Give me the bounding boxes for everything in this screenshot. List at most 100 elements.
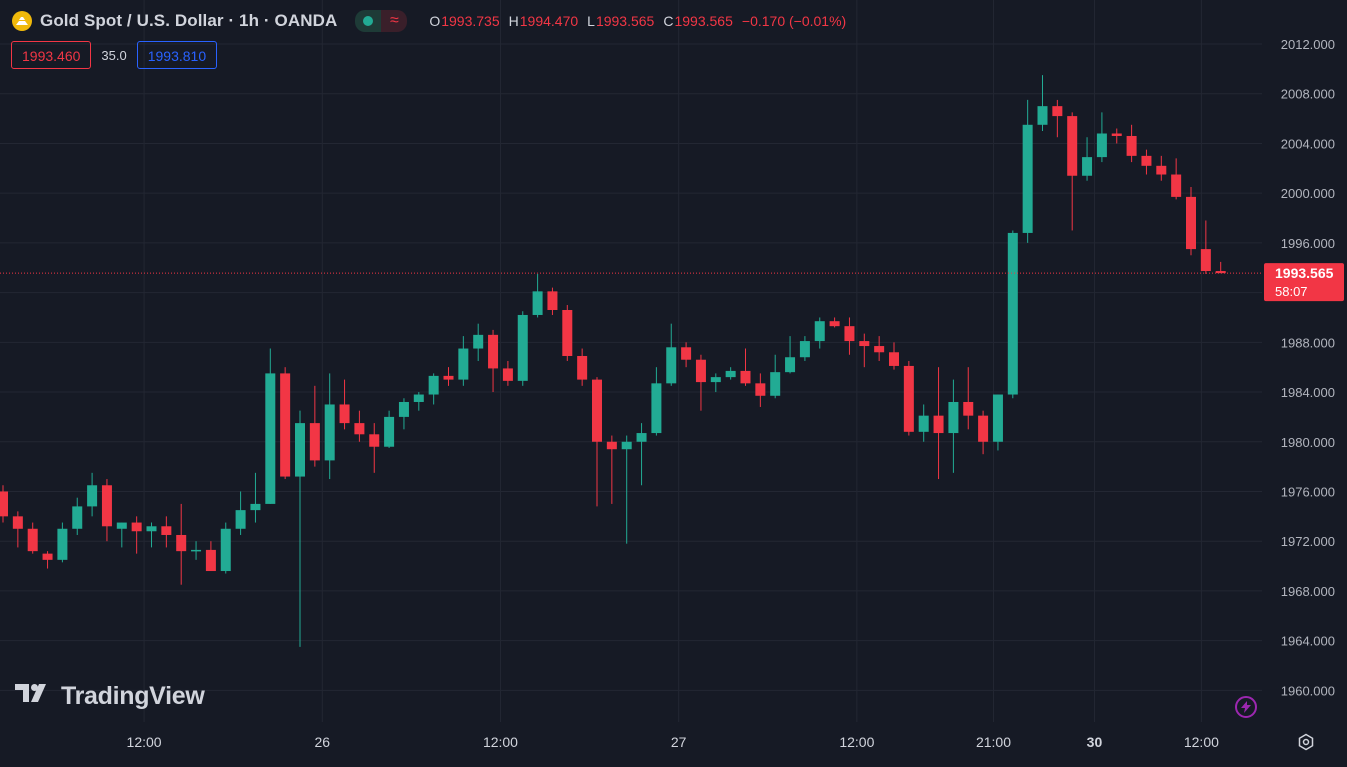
candle: [1052, 99, 1063, 138]
candle-body: [785, 357, 796, 373]
candle: [295, 410, 305, 647]
candle: [27, 522, 38, 554]
candle: [577, 348, 588, 386]
buy-button[interactable]: 1993.810: [136, 41, 218, 69]
candle: [799, 336, 810, 361]
axes: 1960.000 1964.000 1968.000 1972.000 1976.000…: [0, 37, 1344, 750]
candle-body: [101, 485, 112, 527]
candle-body: [859, 341, 870, 347]
candle: [874, 336, 885, 361]
candle: [829, 317, 840, 328]
candle: [992, 394, 1003, 451]
candle: [1200, 220, 1211, 274]
candle-body: [695, 359, 706, 383]
candle: [42, 551, 53, 569]
candle: [250, 472, 261, 523]
market-status[interactable]: ≈: [355, 10, 408, 32]
lightning-icon[interactable]: [1235, 696, 1257, 718]
candle-body: [814, 321, 825, 342]
candle-body: [666, 347, 677, 384]
candle: [636, 423, 647, 486]
candle-body: [577, 355, 588, 380]
candle: [458, 336, 469, 386]
candle-body: [1186, 196, 1196, 250]
sell-button[interactable]: 1993.460: [11, 41, 92, 69]
gold-coin-icon[interactable]: [12, 11, 32, 31]
candle: [1096, 112, 1107, 163]
candle: [1156, 155, 1167, 181]
tradingview-watermark[interactable]: TradingView: [15, 682, 205, 711]
candle-body: [1215, 271, 1226, 274]
candle-body: [1082, 157, 1093, 176]
candle-body: [621, 441, 632, 450]
candle: [621, 435, 632, 544]
candle: [592, 377, 602, 507]
candle: [369, 423, 380, 473]
candle: [413, 392, 424, 411]
x-tick-label: 27: [671, 734, 687, 750]
candle: [903, 360, 914, 436]
wave-icon: ≈: [381, 10, 408, 32]
y-tick-label: 1960.000: [1281, 683, 1335, 698]
symbol-title[interactable]: Gold Spot / U.S. Dollar · 1h · OANDA: [40, 11, 338, 30]
candle: [740, 348, 751, 386]
candle-body: [918, 415, 929, 432]
candle-body: [191, 549, 202, 552]
last-price-label: [1264, 263, 1344, 302]
candle: [116, 522, 127, 548]
candle-body: [57, 528, 68, 560]
candle: [101, 479, 112, 542]
candle-body: [295, 423, 305, 477]
last-price-value: 1993.565: [1275, 265, 1334, 281]
candle-body: [903, 365, 914, 432]
candle-body: [606, 441, 617, 450]
x-tick-label: 30: [1087, 734, 1103, 750]
candle: [1037, 75, 1048, 132]
candle: [1007, 230, 1018, 399]
close-value: 1993.565: [674, 13, 733, 29]
watermark-text: TradingView: [61, 682, 205, 710]
candle: [933, 367, 944, 480]
candle-body: [176, 534, 187, 552]
candle: [205, 541, 216, 572]
candle: [695, 354, 706, 411]
candle: [488, 329, 499, 393]
candle: [1186, 186, 1196, 256]
candle-body: [428, 375, 439, 395]
candle-body: [710, 377, 721, 383]
x-tick-label: 12:00: [483, 734, 518, 750]
candle-body: [42, 553, 53, 560]
candle: [161, 516, 172, 548]
x-tick-label: 12:00: [1184, 734, 1219, 750]
candle-body: [1200, 249, 1211, 272]
candle-body: [1037, 106, 1048, 125]
candle: [710, 373, 721, 393]
candle-body: [324, 404, 335, 461]
candle: [1111, 128, 1122, 144]
grid: [0, 0, 1262, 722]
high-label: H: [508, 13, 519, 29]
candle: [844, 317, 855, 355]
candle: [948, 379, 959, 473]
candle: [398, 398, 409, 430]
y-tick-label: 1968.000: [1281, 584, 1335, 599]
spread-value: 35.0: [101, 47, 127, 63]
candle: [235, 491, 246, 535]
settings-icon[interactable]: [1296, 732, 1316, 752]
candle: [428, 373, 439, 405]
candle: [785, 336, 796, 374]
candle-body: [488, 334, 499, 369]
candle-body: [1156, 165, 1167, 175]
candle-body: [369, 434, 380, 447]
candle: [265, 348, 276, 504]
candle-body: [874, 346, 885, 353]
candle-body: [235, 510, 246, 529]
trade-buttons: 1993.460 35.0 1993.810: [11, 41, 218, 69]
candle-body: [725, 370, 736, 378]
candle-body: [131, 522, 142, 532]
x-tick-label: 26: [314, 734, 330, 750]
y-tick-label: 2012.000: [1281, 37, 1335, 52]
candle: [443, 367, 454, 386]
candle-body: [384, 416, 395, 447]
